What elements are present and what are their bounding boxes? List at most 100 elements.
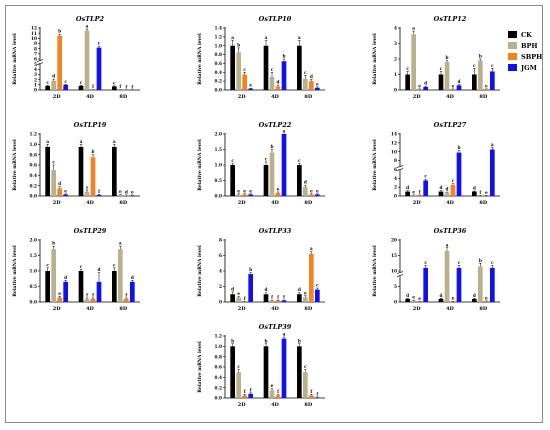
y-tick-label: 2.0: [215, 133, 222, 138]
y-tick-label: 12: [391, 141, 397, 146]
significance-letter: c: [298, 159, 301, 164]
chart-panel-ostlp29: OsTLP29 Relative mRNA level 0.0 0.5 1.0 1.5 2.…: [12, 227, 140, 312]
significance-letter: e: [310, 189, 313, 194]
x-tick-label: 2D: [53, 94, 61, 100]
x-tick-label: 2D: [238, 94, 246, 100]
significance-letter: f: [98, 190, 101, 195]
significance-letter: a: [491, 143, 494, 148]
significance-letter: d: [473, 187, 476, 192]
bar-bph-2d: [51, 170, 56, 196]
axis-break-gap: [397, 272, 403, 277]
significance-letter: d: [131, 276, 134, 281]
axis-break-mark: [396, 165, 404, 168]
x-tick-label: 2D: [238, 402, 246, 408]
significance-letter: b: [52, 242, 55, 247]
significance-letter: c: [316, 284, 319, 289]
significance-letter: f: [125, 293, 128, 298]
bar-sbph-2d: [242, 395, 247, 398]
significance-letter: a: [298, 36, 301, 41]
x-tick-label: 8D: [479, 200, 487, 206]
significance-letter: d: [424, 82, 427, 87]
bar-ck-4d: [263, 45, 269, 90]
x-tick-label: 8D: [119, 306, 127, 312]
legend-label-ck: CK: [521, 31, 532, 39]
significance-letter: c: [80, 81, 83, 86]
significance-letter: d: [439, 186, 442, 191]
y-axis-label: Relative mRNA level: [197, 33, 203, 85]
bar-jgm-2d: [248, 274, 253, 302]
significance-letter: d: [231, 287, 234, 292]
y-tick-label: 6: [219, 254, 222, 259]
x-tick-label: 8D: [304, 306, 312, 312]
bar-jgm-4d: [96, 281, 102, 302]
bar-ck-2d: [405, 74, 410, 90]
significance-letter: e: [485, 296, 488, 301]
y-tick-label: 2: [34, 78, 37, 83]
y-tick-label: 5: [34, 63, 37, 68]
significance-letter: f: [92, 85, 95, 90]
significance-letter: f: [86, 293, 89, 298]
significance-letter: e: [243, 189, 246, 194]
x-tick-label: 4D: [446, 306, 454, 312]
axis-break-gap: [37, 60, 43, 65]
significance-letter: e: [64, 189, 67, 194]
y-tick-label: 14: [391, 133, 397, 138]
y-tick-label: 0.6: [215, 366, 222, 371]
y-tick-label: 7: [34, 52, 37, 57]
bar-ck-4d: [263, 346, 269, 398]
significance-letter: c: [271, 68, 274, 73]
bar-jgm-8d: [315, 87, 320, 90]
y-axis-label: Relative mRNA level: [197, 139, 203, 191]
bar-bph-2d: [51, 80, 56, 90]
chart-title: OsTLP39: [259, 323, 292, 331]
y-tick-label: 3: [394, 42, 397, 47]
significance-letter: e: [237, 189, 240, 194]
bar-ck-4d: [78, 271, 84, 302]
bar-jgm-4d: [456, 267, 462, 302]
bar-ck-8d: [472, 298, 477, 302]
significance-letter: c: [304, 365, 307, 370]
bar-jgm-8d: [130, 195, 135, 196]
bar-jgm-2d: [63, 84, 68, 90]
y-axis-label: Relative mRNA level: [372, 33, 378, 85]
bar-ck-4d: [263, 165, 269, 196]
bar-jgm-8d: [315, 397, 320, 398]
significance-letter: b: [479, 55, 482, 60]
bar-ck-2d: [230, 294, 235, 302]
y-tick-label: 1.2: [215, 35, 222, 40]
bar-sbph-2d: [57, 35, 62, 90]
bar-bph-4d: [84, 30, 90, 90]
significance-letter: d: [310, 75, 313, 80]
significance-letter: b: [249, 268, 252, 273]
significance-letter: e: [452, 84, 455, 89]
y-tick-label: 1.2: [30, 133, 37, 138]
y-tick-label: 0.4: [215, 71, 222, 76]
y-tick-label: 1.0: [215, 164, 222, 169]
x-tick-label: 4D: [86, 306, 94, 312]
significance-letter: a: [86, 25, 89, 30]
bar-sbph-4d: [275, 192, 281, 196]
x-tick-label: 8D: [304, 402, 312, 408]
y-tick-label: 0.8: [30, 153, 37, 158]
significance-letter: e: [119, 190, 122, 195]
y-tick-label: 0.6: [215, 62, 222, 67]
axis-break-mark: [396, 168, 404, 171]
significance-letter: c: [424, 175, 427, 180]
bar-bph-8d: [478, 266, 483, 302]
bar-ck-2d: [45, 271, 50, 302]
bar-sbph-8d: [309, 81, 314, 90]
y-tick-label: 1: [394, 73, 397, 78]
significance-letter: d: [304, 181, 307, 186]
y-tick-label: 0: [394, 89, 397, 94]
bar-ck-2d: [45, 85, 50, 90]
significance-letter: d: [457, 80, 460, 85]
significance-letter: b: [270, 145, 273, 150]
significance-letter: e: [271, 384, 274, 389]
y-tick-label: 0.0: [215, 195, 222, 200]
bar-bph-4d: [84, 191, 90, 196]
y-tick-label: 12: [31, 27, 37, 32]
significance-letter: d: [125, 190, 128, 195]
